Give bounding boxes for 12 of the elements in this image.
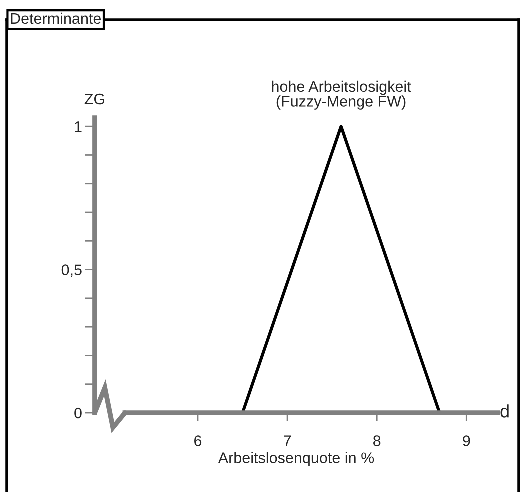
text: hohe Arbeitslosigkeit (Fuzzy-Menge FW)	[272, 80, 412, 110]
x-tick-label: 7	[284, 436, 292, 446]
x-tick-label: 8	[374, 436, 381, 446]
y-tick-label: 0,5	[62, 264, 82, 278]
chart-title: Determinante	[11, 12, 102, 24]
y-tick-label: 1	[75, 122, 82, 132]
x-tick-label: 6	[194, 436, 202, 446]
x-axis-title: Arbeitslosenquote in %	[218, 452, 374, 466]
text: d	[500, 404, 509, 418]
y-tick-label: 0	[74, 408, 82, 419]
y-axis-title: ZG	[84, 94, 104, 105]
x-tick-label: 9	[463, 436, 470, 446]
